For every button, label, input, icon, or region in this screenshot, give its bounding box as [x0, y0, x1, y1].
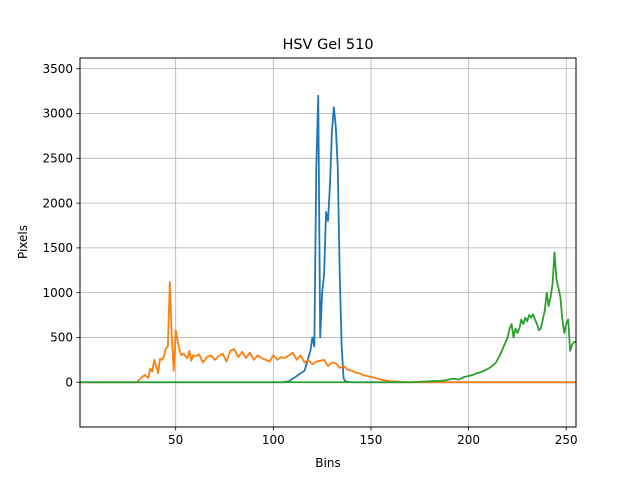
y-tick-label: 1000: [42, 286, 73, 300]
grid: [80, 58, 576, 427]
x-tick-label: 50: [168, 433, 183, 447]
x-axis: 50 100 150 200 250: [168, 427, 578, 447]
series-line-3: [80, 251, 576, 384]
y-tick-label: 3500: [42, 62, 73, 76]
x-axis-label: Bins: [315, 456, 340, 470]
y-tick-label: 500: [50, 331, 73, 345]
y-axis: 0 500 1000 1500 2000 2500 3000 3500: [42, 62, 80, 389]
plot-frame: [79, 57, 577, 428]
x-tick-label: 150: [360, 433, 383, 447]
y-tick-label: 2500: [42, 152, 73, 166]
x-tick-label: 250: [555, 433, 578, 447]
series-line-2: [80, 281, 576, 384]
y-axis-label: Pixels: [16, 225, 30, 259]
y-tick-label: 1500: [42, 241, 73, 255]
x-tick-label: 200: [457, 433, 480, 447]
y-tick-label: 3000: [42, 107, 73, 121]
x-tick-label: 100: [262, 433, 285, 447]
y-tick-label: 0: [65, 375, 73, 389]
chart-title: HSV Gel 510: [282, 37, 373, 53]
series-layer: [80, 94, 576, 384]
series-line-1: [80, 94, 576, 384]
y-tick-label: 2000: [42, 196, 73, 210]
